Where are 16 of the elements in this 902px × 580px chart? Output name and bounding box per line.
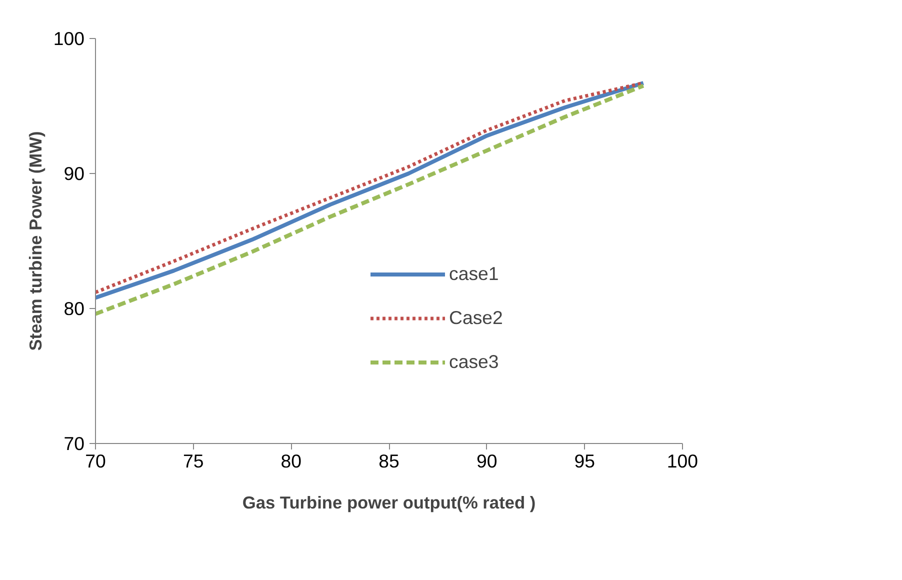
x-tick-label: 95 (574, 450, 596, 472)
x-tick-label: 85 (378, 450, 400, 472)
y-axis-title: Steam turbine Power (MW) (25, 131, 46, 351)
x-tick-label: 75 (182, 450, 204, 472)
x-axis-title: Gas Turbine power output(% rated ) (242, 492, 536, 512)
x-tick-label: 70 (85, 450, 106, 472)
legend-label: case3 (449, 351, 499, 373)
y-tick-label: 100 (53, 28, 85, 49)
x-tick-label: 80 (280, 450, 302, 472)
y-tick-label: 70 (64, 433, 85, 454)
y-tick-label: 90 (64, 163, 85, 184)
x-tick-label: 90 (476, 450, 498, 472)
y-tick-label: 80 (64, 298, 85, 319)
x-tick-label: 100 (666, 450, 698, 472)
legend-label: case1 (449, 263, 499, 285)
legend-label: Case2 (449, 307, 503, 329)
